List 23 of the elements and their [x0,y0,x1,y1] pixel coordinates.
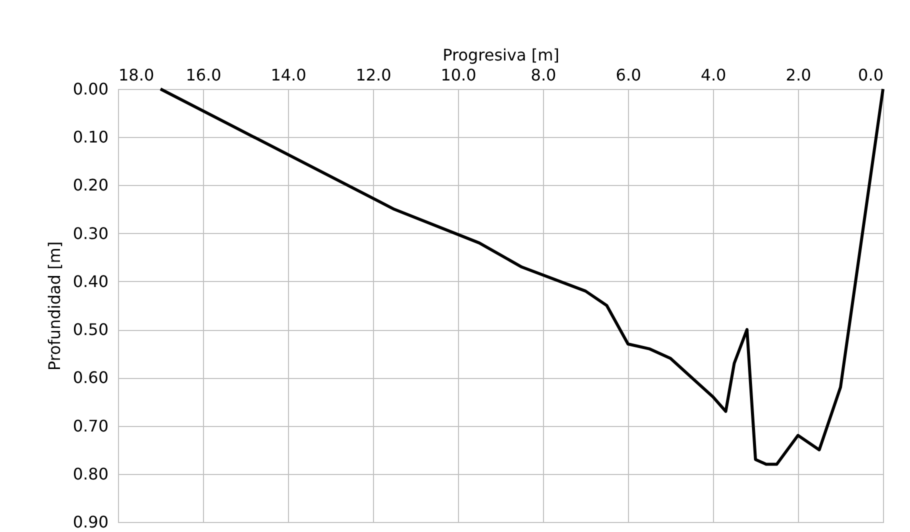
y-tick-label: 0.10 [72,128,108,147]
x-axis-title: Progresiva [m] [442,46,560,64]
x-tick-label: 2.0 [786,66,812,84]
y-tick-label: 0.50 [72,320,108,340]
x-tick-label: 12.0 [356,66,392,84]
y-tick-label: 0.90 [72,512,108,532]
y-tick-label: 0.60 [72,368,108,388]
y-tick-label: 0.20 [72,176,108,195]
y-tick-label: 0.00 [72,80,108,98]
line-series [159,88,884,466]
y-tick-label: 0.80 [72,464,108,484]
x-tick-label: 14.0 [270,66,306,84]
x-tick-label: 18.0 [118,66,154,84]
y-tick-label: 0.70 [72,416,108,436]
y-axis-title: Profundidad [m] [44,241,64,371]
x-tick-label: 0.0 [858,66,884,84]
x-tick-label: 4.0 [700,66,726,84]
y-tick-label: 0.40 [72,272,108,291]
x-tick-label: 8.0 [530,66,556,84]
x-tick-label: 16.0 [186,66,222,84]
x-tick-label: 10.0 [440,66,476,84]
x-tick-label: 6.0 [616,66,642,84]
y-tick-label: 0.30 [72,224,108,243]
